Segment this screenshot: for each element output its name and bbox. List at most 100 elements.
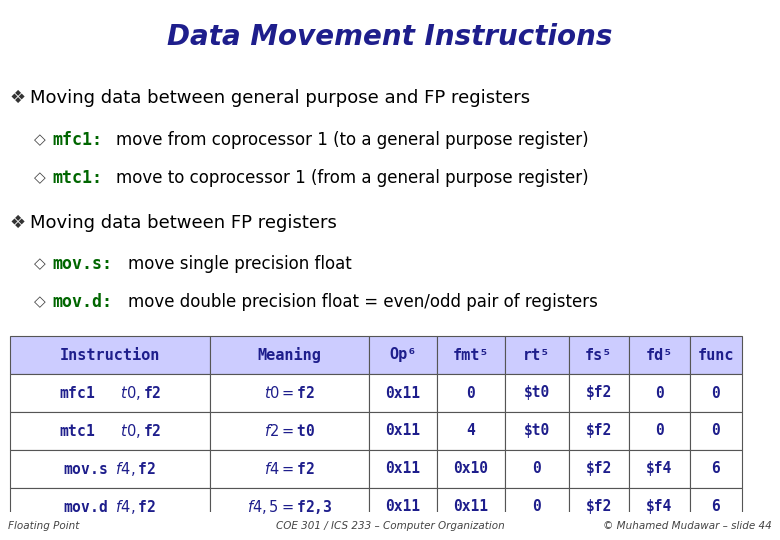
Text: 4: 4 (466, 423, 475, 438)
Bar (629, 374, 690, 412)
Bar (437, 412, 505, 450)
Bar (369, 488, 437, 526)
Text: $f2: $f2 (586, 423, 612, 438)
Text: fd⁵: fd⁵ (646, 348, 673, 362)
Bar (437, 488, 505, 526)
Text: mov.s $f4, $f2: mov.s $f4, $f2 (63, 460, 157, 478)
Bar (629, 336, 690, 374)
Text: 0x11: 0x11 (385, 462, 420, 476)
Text: 0: 0 (466, 386, 475, 401)
Bar (369, 374, 437, 412)
Bar (690, 374, 743, 412)
Text: $f4: $f4 (646, 500, 672, 515)
Bar (10, 336, 210, 374)
Bar (629, 412, 690, 450)
Bar (505, 488, 569, 526)
Text: mov.s:: mov.s: (52, 255, 112, 273)
Text: ◇: ◇ (34, 294, 46, 309)
Text: Data Movement Instructions: Data Movement Instructions (168, 23, 612, 51)
Text: Meaning: Meaning (257, 347, 321, 363)
Text: $f2: $f2 (586, 386, 612, 401)
Text: ◇: ◇ (34, 171, 46, 186)
Text: $t0 = $f2: $t0 = $f2 (264, 385, 315, 401)
Text: move single precision float: move single precision float (128, 255, 352, 273)
Bar (505, 374, 569, 412)
Text: 6: 6 (711, 462, 720, 476)
Bar (629, 450, 690, 488)
Bar (437, 374, 505, 412)
Bar (505, 450, 569, 488)
Text: ◇: ◇ (34, 256, 46, 272)
Text: 0: 0 (532, 500, 541, 515)
Text: © Muhamed Mudawar – slide 44: © Muhamed Mudawar – slide 44 (604, 521, 772, 531)
Bar (569, 412, 629, 450)
Bar (210, 374, 369, 412)
Bar (10, 374, 210, 412)
Bar (690, 336, 743, 374)
Bar (210, 336, 369, 374)
Text: mtc1   $t0, $f2: mtc1 $t0, $f2 (58, 422, 161, 440)
Bar (690, 412, 743, 450)
Bar (569, 450, 629, 488)
Text: ❖: ❖ (10, 89, 26, 107)
Bar (210, 450, 369, 488)
Text: 0: 0 (532, 462, 541, 476)
Text: $t0: $t0 (523, 386, 550, 401)
Text: Moving data between FP registers: Moving data between FP registers (30, 214, 337, 232)
Text: 0: 0 (711, 386, 720, 401)
Bar (10, 450, 210, 488)
Bar (569, 336, 629, 374)
Text: 6: 6 (711, 500, 720, 515)
Text: mov.d:: mov.d: (52, 293, 112, 311)
Bar (369, 450, 437, 488)
Text: ❖: ❖ (10, 214, 26, 232)
Text: $f4,5 = $f2,3: $f4,5 = $f2,3 (246, 498, 332, 516)
Text: COE 301 / ICS 233 – Computer Organization: COE 301 / ICS 233 – Computer Organizatio… (275, 521, 505, 531)
Text: $f2 = $t0: $f2 = $t0 (264, 423, 315, 439)
Bar (369, 336, 437, 374)
Text: $f4: $f4 (646, 462, 672, 476)
Text: fs⁵: fs⁵ (585, 348, 612, 362)
Bar (210, 488, 369, 526)
Text: $f2: $f2 (586, 462, 612, 476)
Text: mtc1:: mtc1: (52, 169, 102, 187)
Bar (569, 374, 629, 412)
Text: 0x11: 0x11 (385, 386, 420, 401)
Bar (437, 336, 505, 374)
Text: Floating Point: Floating Point (8, 521, 80, 531)
Text: mfc1:: mfc1: (52, 131, 102, 149)
Text: 0x10: 0x10 (453, 462, 488, 476)
Bar (10, 488, 210, 526)
Text: 0x11: 0x11 (385, 500, 420, 515)
Text: move from coprocessor 1 (to a general purpose register): move from coprocessor 1 (to a general pu… (116, 131, 589, 149)
Text: fmt⁵: fmt⁵ (452, 348, 489, 362)
Text: 0x11: 0x11 (385, 423, 420, 438)
Text: $f2: $f2 (586, 500, 612, 515)
Text: Moving data between general purpose and FP registers: Moving data between general purpose and … (30, 89, 530, 107)
Text: move to coprocessor 1 (from a general purpose register): move to coprocessor 1 (from a general pu… (116, 169, 589, 187)
Text: Instruction: Instruction (60, 348, 160, 362)
Text: func: func (697, 348, 734, 362)
Bar (629, 488, 690, 526)
Text: $f4 = $f2: $f4 = $f2 (264, 461, 315, 477)
Bar (505, 412, 569, 450)
Text: Op⁶: Op⁶ (389, 348, 417, 362)
Bar (569, 488, 629, 526)
Bar (369, 412, 437, 450)
Bar (690, 488, 743, 526)
Text: 0: 0 (655, 386, 664, 401)
Bar (505, 336, 569, 374)
Text: 0: 0 (711, 423, 720, 438)
Bar (210, 412, 369, 450)
Text: 0x11: 0x11 (453, 500, 488, 515)
Text: move double precision float = even/odd pair of registers: move double precision float = even/odd p… (128, 293, 598, 311)
Text: mfc1   $t0, $f2: mfc1 $t0, $f2 (58, 384, 161, 402)
Text: 0: 0 (655, 423, 664, 438)
Bar (690, 450, 743, 488)
Text: mov.d $f4, $f2: mov.d $f4, $f2 (63, 498, 157, 516)
Text: ◇: ◇ (34, 132, 46, 147)
Text: rt⁵: rt⁵ (523, 348, 551, 362)
Text: $t0: $t0 (523, 423, 550, 438)
Bar (10, 412, 210, 450)
Bar (437, 450, 505, 488)
